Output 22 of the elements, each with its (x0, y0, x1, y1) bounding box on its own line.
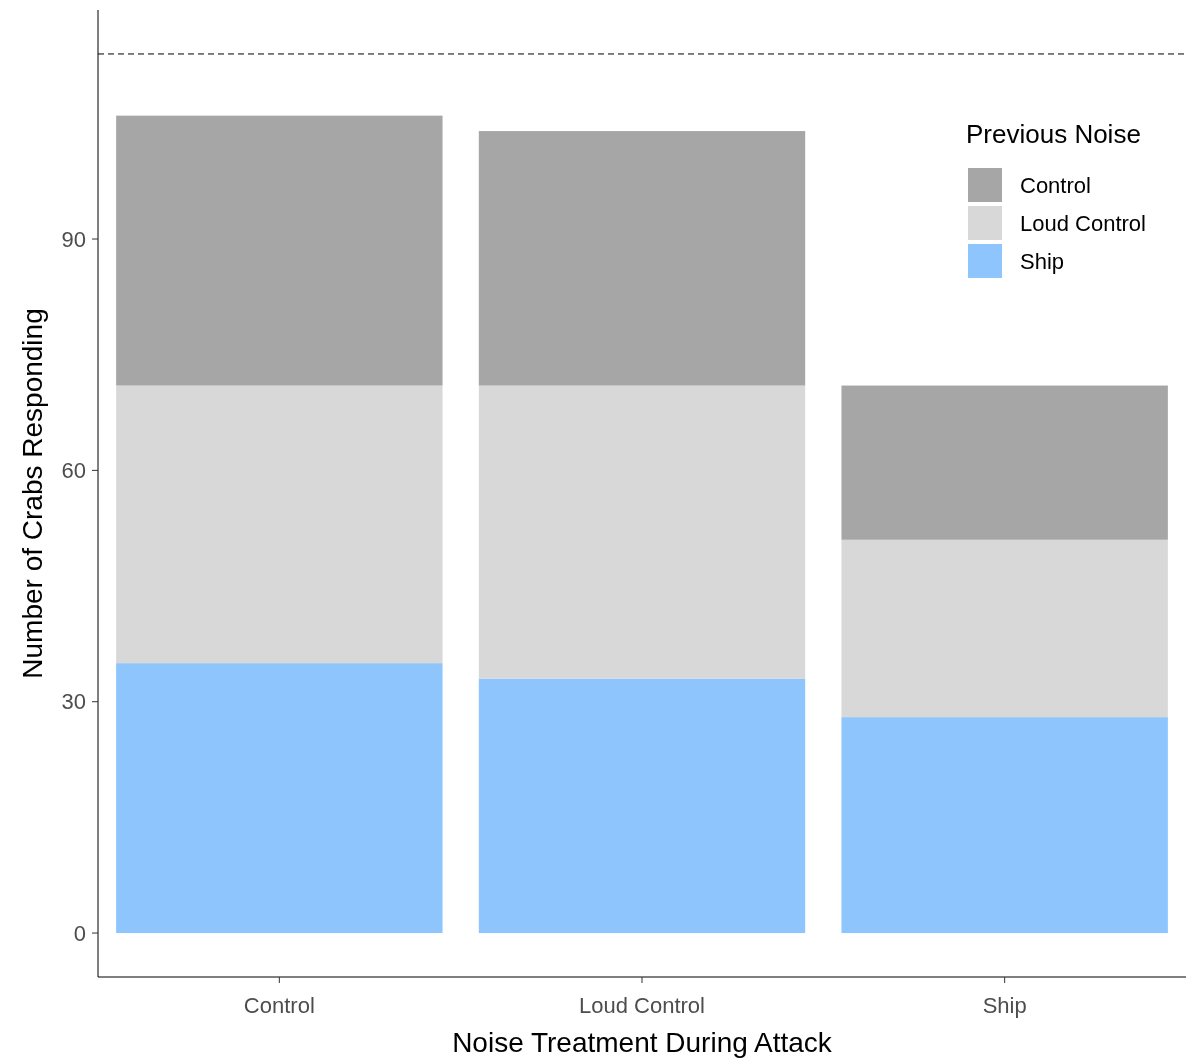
x-tick-label: Ship (982, 993, 1027, 1018)
legend-label: Ship (1020, 248, 1065, 274)
y-axis-title: Number of Crabs Responding (17, 308, 48, 679)
bar (116, 663, 443, 934)
bar (478, 131, 806, 386)
bar (116, 385, 443, 664)
y-tick-label: 60 (61, 458, 86, 484)
bar (841, 539, 1168, 718)
bar (116, 115, 443, 386)
x-axis-title: Noise Treatment During Attack (452, 1027, 833, 1058)
legend-label: Control (1020, 172, 1091, 198)
bar (841, 385, 1168, 540)
legend-title: Previous Noise (966, 119, 1141, 149)
y-tick-label: 0 (73, 920, 86, 946)
bar (478, 385, 806, 679)
y-tick-label: 30 (61, 689, 86, 715)
bar (478, 678, 806, 934)
x-tick-label: Loud Control (579, 993, 705, 1018)
bar (841, 717, 1168, 934)
legend-label: Loud Control (1020, 210, 1146, 236)
x-tick-label: Control (243, 993, 315, 1018)
y-tick-label: 90 (61, 226, 86, 252)
